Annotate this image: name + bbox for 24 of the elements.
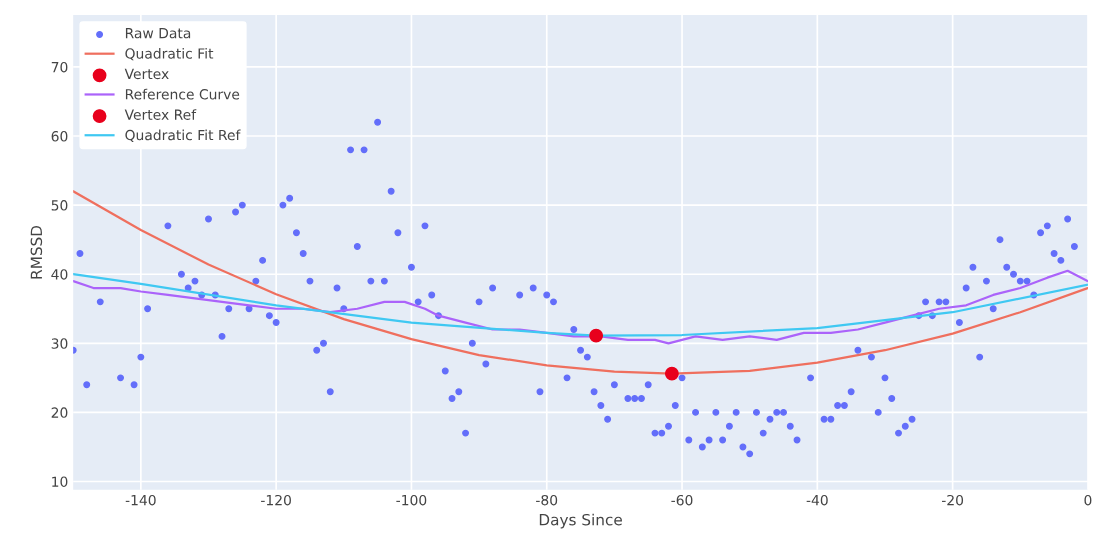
legend-label: Quadratic Fit Ref (125, 129, 241, 142)
y-tick-label: 30 (51, 338, 68, 349)
x-tick-label: -60 (671, 494, 693, 506)
legend-label: Raw Data (125, 28, 191, 39)
x-tick-label: -120 (261, 494, 291, 506)
legend-label: Quadratic Fit (125, 48, 214, 61)
legend-label: Vertex Ref (124, 109, 197, 120)
y-tick-label: 60 (51, 131, 68, 142)
y-tick-label: 10 (52, 476, 68, 487)
line-series (73, 269, 1088, 345)
x-tick-label: -40 (806, 494, 828, 506)
legend-label: Vertex (124, 68, 169, 80)
y-tick-label: 70 (51, 61, 68, 73)
x-axis-title: Days Since (539, 513, 622, 529)
y-tick-label: 20 (51, 407, 68, 418)
y-axis-title: RMSSD (30, 225, 43, 279)
x-tick-label: -20 (941, 494, 964, 506)
x-tick-label: 0 (1084, 494, 1092, 506)
x-tick-label: -80 (536, 494, 558, 506)
x-tick-label: -140 (125, 494, 156, 506)
y-tick-label: 50 (51, 200, 68, 211)
legend-label: Reference Curve (125, 88, 240, 100)
x-tick-label: -100 (396, 494, 427, 506)
y-tick-label: 40 (51, 269, 68, 280)
